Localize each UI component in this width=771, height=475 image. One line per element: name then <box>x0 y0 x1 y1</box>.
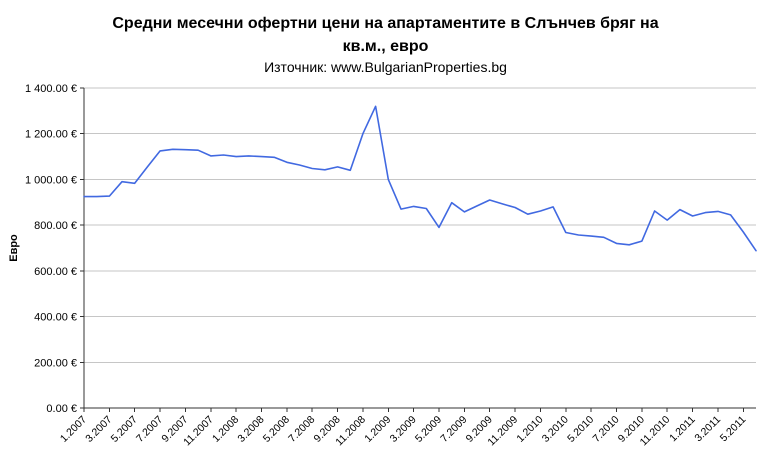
x-tick-label: 1.2008 <box>210 414 241 445</box>
chart-title-line2: кв.м., евро <box>342 38 429 55</box>
y-tick-label: 800.00 € <box>34 220 77 232</box>
x-tick-label: 5.2009 <box>413 414 444 445</box>
y-tick-labels: 0.00 € 200.00 € 400.00 € 600.00 € 800.00 € 1 … <box>25 83 77 415</box>
x-tick-label: 3.2007 <box>83 414 114 445</box>
chart-title: Средни месечни офертни цени на апартамен… <box>0 12 771 58</box>
chart-title-line1: Средни месечни офертни цени на апартамен… <box>112 15 659 32</box>
x-tick-label: 7.2007 <box>134 414 165 445</box>
x-tick-label: 5.2010 <box>565 414 596 445</box>
gridlines <box>80 87 756 412</box>
chart-subtitle: Източник: www.BulgarianProperties.bg <box>264 59 507 75</box>
x-tick-label: 7.2010 <box>590 414 621 445</box>
y-tick-label: 1 000.00 € <box>25 174 77 186</box>
x-tick-label: 3.2010 <box>540 414 571 445</box>
x-tick-label: 7.2009 <box>438 414 469 445</box>
x-tick-label: 3.2011 <box>692 414 723 445</box>
x-tick-label: 1.2011 <box>667 414 698 445</box>
x-tick-label: 3.2009 <box>388 414 419 445</box>
y-tick-label: 1 400.00 € <box>25 83 77 95</box>
x-tick-label: 7.2008 <box>286 414 317 445</box>
x-tick-label: 3.2008 <box>235 414 266 445</box>
x-tick-label: 1.2007 <box>58 414 89 445</box>
x-tick-label: 1.2010 <box>514 414 545 445</box>
y-tick-label: 0.00 € <box>46 403 77 415</box>
x-tick-label: 5.2011 <box>718 414 749 445</box>
x-tick-label: 5.2008 <box>261 414 292 445</box>
y-tick-label: 200.00 € <box>34 357 77 369</box>
x-tick-label: 5.2007 <box>109 414 140 445</box>
y-tick-label: 600.00 € <box>34 266 77 278</box>
y-tick-label: 1 200.00 € <box>25 129 77 141</box>
x-tick-label: 1.2009 <box>362 414 393 445</box>
price-line <box>83 105 757 252</box>
x-tick-labels: 1.20073.20075.20077.20079.200711.20071.2… <box>58 414 749 449</box>
y-tick-label: 400.00 € <box>34 312 77 324</box>
